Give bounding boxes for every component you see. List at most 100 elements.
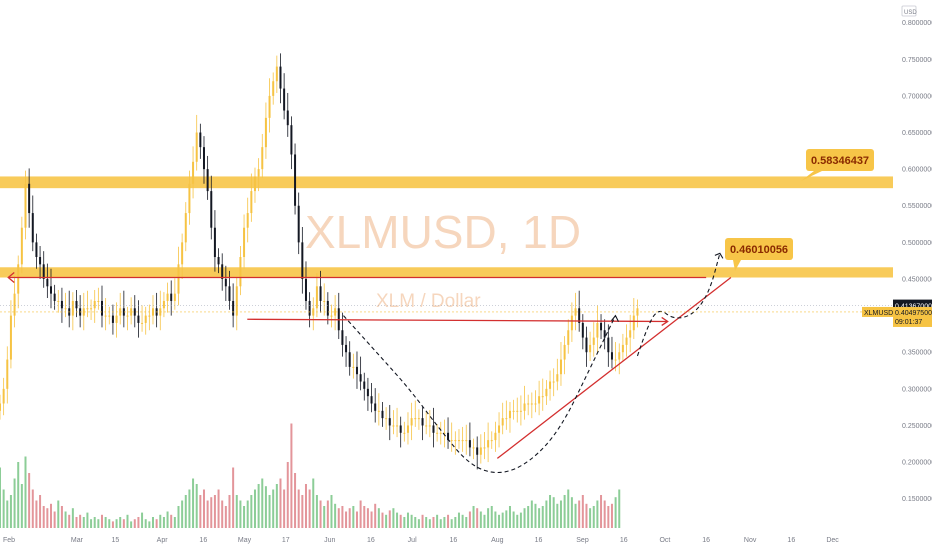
volume-bar (541, 506, 544, 528)
candle-body (567, 330, 570, 345)
volume-bar (155, 519, 158, 528)
candle-body (232, 300, 235, 316)
candle-body (235, 286, 238, 316)
volume-bar (210, 497, 213, 528)
candle-body (184, 213, 187, 243)
watermark-title: XLMUSD, 1D (305, 206, 581, 258)
price-tick-label: 0.45000000 (902, 276, 932, 283)
volume-bar (46, 508, 49, 528)
volume-bar (385, 514, 388, 528)
time-tick-label: 16 (702, 537, 710, 544)
candle-body (457, 440, 460, 442)
trend-drawings: 0.58346437 0.46010056 (7, 149, 874, 474)
candles (0, 53, 639, 470)
candle-body (505, 418, 508, 420)
candle-body (600, 322, 603, 331)
candle-body (385, 418, 388, 420)
volume-bar (472, 506, 475, 528)
watermark: XLMUSD, 1D XLM / Dollar (305, 206, 581, 312)
volume-bar (82, 517, 85, 528)
candle-body (592, 337, 595, 345)
candle-body (585, 337, 588, 353)
volume-bar (268, 495, 271, 528)
volume-bar (111, 521, 114, 528)
candle-body (144, 315, 147, 323)
volume-bar (2, 489, 5, 528)
currency-badge[interactable] (901, 5, 917, 17)
volume-bar (166, 511, 169, 528)
price-tick-label: 0.75000000 (902, 57, 932, 64)
volume-bar (173, 517, 176, 528)
volume-bar (487, 508, 490, 528)
candle-body (257, 169, 260, 177)
annotation-pointer (801, 171, 822, 181)
volume-bar (585, 503, 588, 528)
volume-bar (297, 489, 300, 528)
volume-bar (348, 508, 351, 528)
time-tick-label: Dec (826, 537, 839, 544)
candle-body (2, 388, 5, 404)
volume-bar (392, 508, 395, 528)
volume-bar (465, 517, 468, 528)
volume-bar (202, 489, 205, 528)
volume-bar (148, 521, 151, 528)
candle-body (82, 308, 85, 316)
candle-body (447, 432, 450, 441)
candle-body (86, 308, 89, 310)
candle-body (283, 88, 286, 111)
candle-body (392, 425, 395, 427)
price-tick-label: 0.55000000 (902, 203, 932, 210)
resistance-zone (0, 176, 893, 189)
volume-bar (370, 511, 373, 528)
volume-bar (403, 517, 406, 528)
volume-bar (0, 467, 1, 528)
volume-bar (377, 508, 380, 528)
volume-bar (417, 519, 420, 528)
price-tick-label: 0.65000000 (902, 130, 932, 137)
symbol-tag (862, 306, 893, 317)
candle-body (170, 293, 173, 301)
annotation-pointer (733, 260, 741, 271)
candle-body (228, 286, 231, 301)
candle-body (428, 425, 431, 427)
price-tick-label: 0.60000000 (902, 167, 932, 174)
candle-body (508, 410, 511, 419)
candle-body (199, 132, 202, 148)
arrow-left-icon (7, 272, 15, 284)
volume-bar (443, 517, 446, 528)
candle-body (264, 117, 267, 148)
volume-bar (596, 500, 599, 528)
candle-body (472, 447, 475, 449)
time-tick-label: Feb (3, 537, 15, 544)
candle-body (31, 213, 34, 243)
time-axis: Feb Mar 15 Apr 16 May 17 Jun 16 Jul 16 Aug 16 Sep 16 Oc… (3, 537, 839, 544)
volume-bar (119, 517, 122, 528)
volume-bar (436, 514, 439, 528)
candle-body (494, 432, 497, 441)
horizontal-zones (0, 176, 893, 278)
volume-bar (144, 519, 147, 528)
last-price-tag (893, 299, 932, 311)
candle-body (166, 293, 169, 301)
candle-body (614, 359, 617, 361)
ascending-support-line (496, 277, 732, 459)
candle-body (57, 300, 60, 302)
volume-bar (130, 521, 133, 528)
volume-bar (184, 495, 187, 528)
volume-bar (261, 478, 264, 528)
candle-body (275, 66, 278, 82)
time-tick-label: Aug (491, 537, 504, 544)
volume-bar (286, 462, 289, 528)
candle-body (345, 344, 348, 353)
volume-bar (345, 511, 348, 528)
volume-bar (49, 503, 52, 528)
volume-bar (523, 508, 526, 528)
volume-bar (381, 512, 384, 528)
candle-body (436, 432, 439, 434)
time-tick-label: 15 (112, 537, 120, 544)
volume-bar (9, 495, 12, 528)
candle-body (210, 191, 213, 228)
candle-body (417, 418, 420, 420)
candle-body (213, 227, 216, 258)
